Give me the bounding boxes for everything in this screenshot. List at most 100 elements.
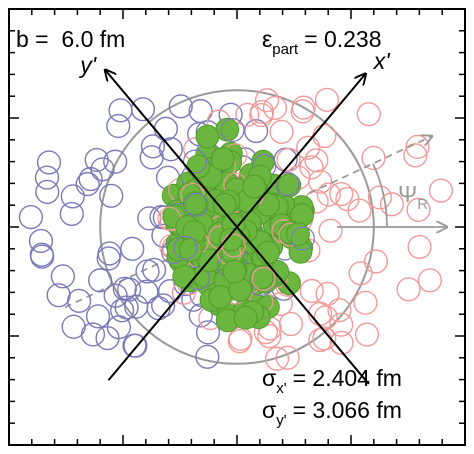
spectator-nucleon-b xyxy=(304,148,329,173)
spectator-nucleon-b xyxy=(257,324,282,349)
spectator-nucleon-a xyxy=(244,118,269,144)
spectator-nucleon-b xyxy=(291,95,316,120)
spectator-nucleon-a xyxy=(108,98,133,123)
spectator-nucleon-b xyxy=(347,198,372,223)
spectator-nucleon-b xyxy=(312,326,337,351)
spectator-nucleon-b xyxy=(299,155,324,180)
spectator-nucleon-b xyxy=(269,119,294,144)
participant-nucleon xyxy=(182,191,207,216)
participant-nucleon xyxy=(212,192,237,217)
spectator-nucleon-a xyxy=(60,184,85,209)
spectator-nucleon-b xyxy=(407,234,432,260)
spectator-nucleon-b xyxy=(249,102,274,128)
spectator-nucleon-b xyxy=(299,278,324,303)
spectator-nucleon-a xyxy=(140,134,165,159)
spectator-nucleon-b xyxy=(417,268,442,293)
spectator-nucleon-b xyxy=(276,147,301,172)
spectator-nucleon-a xyxy=(75,171,100,197)
participant-nucleon xyxy=(233,305,258,330)
spectator-nucleon-a xyxy=(59,201,84,227)
spectator-nucleon-b xyxy=(278,311,304,337)
spectator-nucleon-b xyxy=(367,185,393,210)
spectator-nucleon-a xyxy=(80,322,106,347)
participant-overlay-nucleon xyxy=(251,266,276,291)
spectator-nucleon-a xyxy=(195,344,220,369)
spectator-nucleon-a xyxy=(18,204,44,230)
spectator-nucleon-a xyxy=(97,241,122,266)
participant-nucleon xyxy=(210,147,235,171)
spectator-nucleon-a xyxy=(130,97,156,122)
spectator-nucleon-a xyxy=(88,268,113,293)
reaction-plane-arrow xyxy=(309,136,432,195)
spectator-nucleon-a xyxy=(195,320,221,345)
participant-nucleon xyxy=(219,227,243,252)
spectator-nucleon-b xyxy=(235,102,260,127)
spectators-a xyxy=(18,94,298,369)
spectator-nucleon-a xyxy=(103,149,128,174)
spectator-nucleon-b xyxy=(329,330,354,355)
eccentricity-value: = 0.238 xyxy=(304,26,381,52)
sigma-y-symbol: σ xyxy=(262,397,276,423)
sigma-x-subscript: x' xyxy=(276,380,287,397)
participant-nucleon xyxy=(222,259,247,284)
psi-symbol: Ψ xyxy=(398,181,417,207)
participant-nucleon xyxy=(242,174,266,199)
spectator-nucleon-b xyxy=(327,298,352,323)
spectator-nucleon-a xyxy=(151,293,176,318)
participant-nucleon xyxy=(249,265,274,290)
sigma-y-value: = 3.066 fm xyxy=(293,397,402,423)
spectator-nucleon-a xyxy=(66,288,92,313)
impact-parameter-label: b = 6.0 fm xyxy=(16,26,125,52)
spectator-nucleon-b xyxy=(316,182,341,207)
eccentricity-symbol: ε xyxy=(262,26,272,52)
spectator-nucleon-b xyxy=(353,290,378,315)
spectator-nucleon-b xyxy=(363,249,388,274)
spectator-nucleon-b xyxy=(262,95,288,121)
spectator-nucleon-b xyxy=(329,312,354,337)
spectator-nucleon-b xyxy=(314,87,340,112)
participant-overlay-nucleon xyxy=(275,171,300,196)
sigma-x-value: = 2.404 fm xyxy=(293,365,402,391)
spectator-nucleon-b xyxy=(318,218,343,243)
spectator-nucleon-a xyxy=(95,326,120,351)
spectator-nucleon-a xyxy=(85,304,111,329)
spectator-nucleon-a xyxy=(28,228,54,254)
spectator-nucleon-b xyxy=(329,182,354,207)
sigma-x-symbol: σ xyxy=(262,365,276,391)
spectator-nucleon-b xyxy=(354,322,380,347)
participant-overlay-nucleon xyxy=(220,118,245,143)
spectator-nucleon-a xyxy=(168,94,193,119)
spectator-nucleon-a xyxy=(46,283,71,308)
participant-overlay-nucleon xyxy=(290,226,315,251)
spectator-nucleon-a xyxy=(99,183,124,208)
participant-overlay-nucleon xyxy=(184,192,209,217)
eccentricity-label: εpart = 0.238 xyxy=(262,26,382,58)
participant-nucleon xyxy=(256,240,280,265)
spectator-nucleon-a xyxy=(106,113,131,139)
reaction-plane-label: ΨR xyxy=(398,181,428,213)
y-prime-axis-label: y' xyxy=(78,52,98,78)
plot-area xyxy=(18,70,453,385)
participants xyxy=(157,117,315,333)
x-prime-axis-label: x' xyxy=(373,48,392,74)
spectator-nucleon-b xyxy=(312,123,337,149)
participant-nucleon xyxy=(208,285,233,309)
psi-subscript: R xyxy=(417,196,428,213)
spectator-nucleon-a xyxy=(30,244,55,269)
spectator-nucleon-a xyxy=(134,279,159,304)
spectator-nucleon-b xyxy=(308,169,333,194)
spectator-nucleon-a xyxy=(35,179,60,204)
spectator-nucleon-a xyxy=(153,116,178,141)
spectator-nucleon-b xyxy=(361,145,386,170)
spectator-nucleon-a xyxy=(36,150,62,175)
sigma-y-label: σy' = 3.066 fm xyxy=(262,397,402,429)
spectator-nucleon-b xyxy=(264,346,290,371)
spectator-nucleon-a xyxy=(50,264,75,289)
spectator-nucleon-b xyxy=(275,345,300,370)
spectator-nucleon-a xyxy=(157,279,183,304)
participant-nucleon xyxy=(277,173,302,198)
reaction-plane-angle-arc xyxy=(372,163,388,228)
spectator-nucleon-b xyxy=(313,305,338,330)
spectator-nucleon-b xyxy=(348,261,373,286)
